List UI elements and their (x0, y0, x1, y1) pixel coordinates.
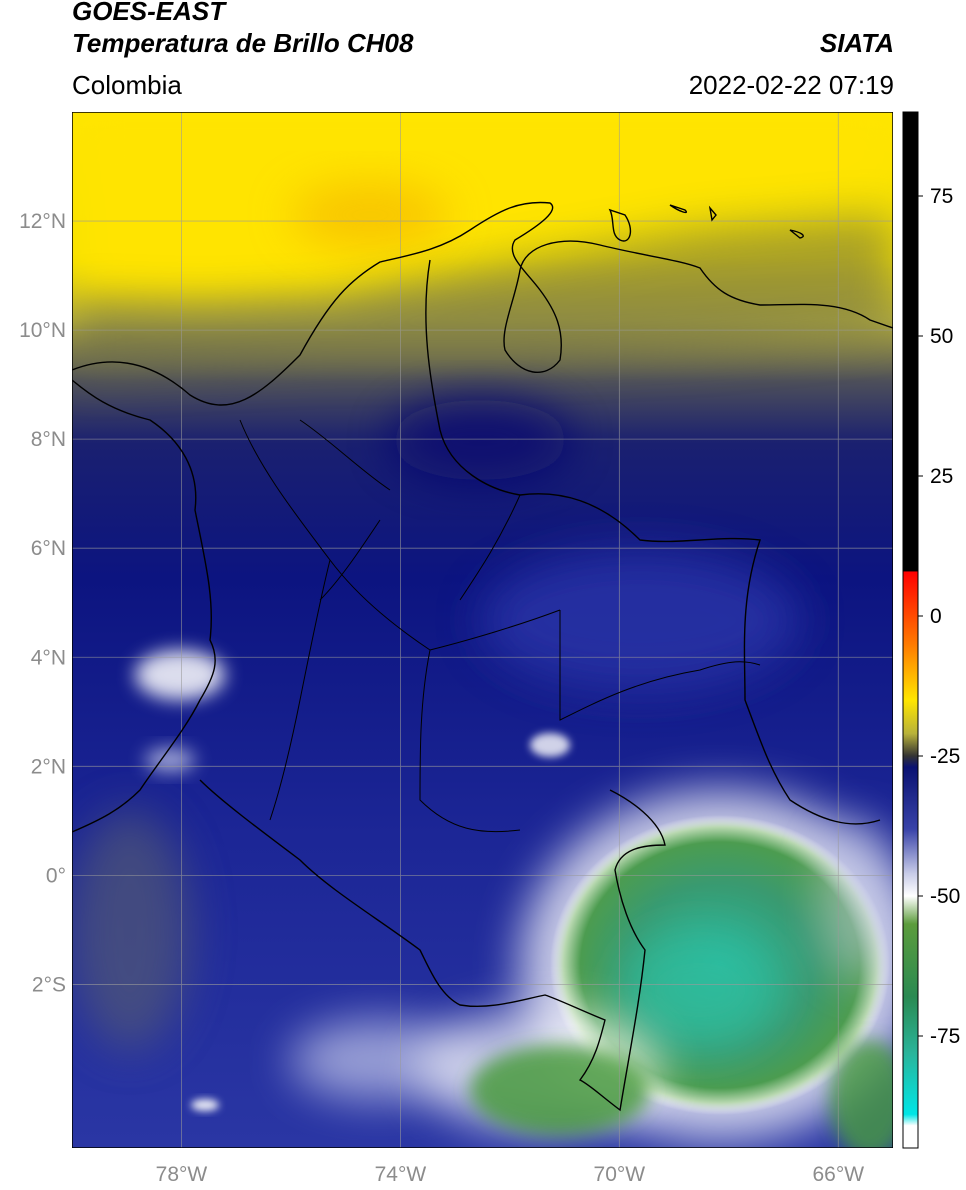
colorbar-tick-label: 75 (930, 185, 953, 208)
lat-tick-label: 10°N (19, 319, 66, 342)
lat-tick-label: 2°N (31, 755, 66, 778)
lat-tick-label: 2°S (32, 973, 66, 996)
colorbar-tick-label: 25 (930, 465, 953, 488)
lon-tick-label: 66°W (812, 1163, 864, 1186)
borders (72, 201, 893, 1112)
colorbar-bar (902, 111, 919, 1149)
datetime-label: 2022-02-22 07:19 (688, 70, 894, 100)
longitude-labels: 78°W 74°W 70°W 66°W (156, 1163, 865, 1186)
colombia-border-south (199, 779, 666, 1112)
lat-tick-label: 12°N (19, 210, 66, 233)
lat-tick-label: 8°N (31, 428, 66, 451)
satellite-title: GOES-EAST (72, 0, 226, 26)
caribbean-coastline (72, 201, 893, 406)
colorbar-tick-label: 0 (930, 605, 942, 628)
lon-tick-label: 70°W (594, 1163, 646, 1186)
latitude-labels: 12°N 10°N 8°N 6°N 4°N 2°N 0° 2°S (19, 210, 66, 996)
lat-tick-label: 6°N (31, 537, 66, 560)
brand-label: SIATA (819, 28, 894, 58)
colorbar-tick-label: -50 (930, 885, 960, 908)
region-label: Colombia (72, 70, 182, 100)
colorbar: 75 50 25 0 -25 -50 -75 (902, 111, 960, 1149)
pacific-coastline (72, 379, 216, 833)
lon-tick-label: 74°W (375, 1163, 427, 1186)
colorbar-tick-label: 50 (930, 325, 953, 348)
lat-tick-label: 0° (46, 864, 66, 887)
lat-tick-label: 4°N (31, 646, 66, 669)
venezuela-coast (608, 204, 804, 242)
colorbar-ticks: 75 50 25 0 -25 -50 -75 (918, 185, 960, 1048)
map-gridlines (72, 112, 893, 1148)
lon-tick-label: 78°W (156, 1163, 208, 1186)
colombia-border-east (425, 259, 881, 825)
colorbar-tick-label: -75 (930, 1025, 960, 1048)
brightness-temperature-field (72, 112, 893, 1148)
colorbar-tick-label: -25 (930, 745, 960, 768)
internal-borders (239, 419, 761, 833)
product-title: Temperatura de Brillo CH08 (72, 28, 414, 58)
